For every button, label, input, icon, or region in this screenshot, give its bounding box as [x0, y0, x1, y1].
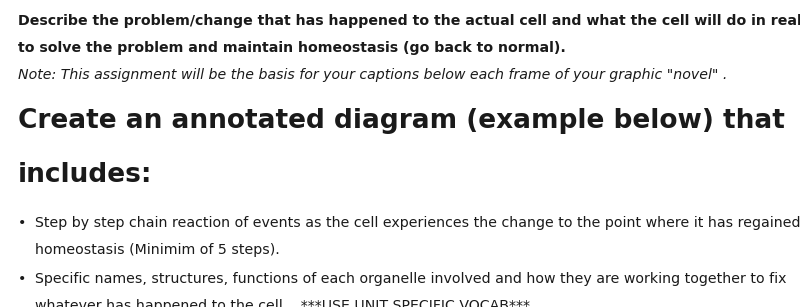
Text: to solve the problem and maintain homeostasis (go back to normal).: to solve the problem and maintain homeos…: [18, 41, 566, 56]
Text: whatever has happened to the cell.   ***USE UNIT SPECIFIC VOCAB***: whatever has happened to the cell. ***US…: [35, 299, 530, 307]
Text: includes:: includes:: [18, 162, 152, 188]
Text: •: •: [18, 272, 26, 286]
Text: Specific names, structures, functions of each organelle involved and how they ar: Specific names, structures, functions of…: [35, 272, 786, 286]
Text: homeostasis (Minimim of 5 steps).: homeostasis (Minimim of 5 steps).: [35, 243, 280, 257]
Text: Note: This assignment will be the basis for your captions below each frame of yo: Note: This assignment will be the basis …: [18, 68, 727, 83]
Text: Create an annotated diagram (example below) that: Create an annotated diagram (example bel…: [18, 108, 785, 134]
Text: Step by step chain reaction of events as the cell experiences the change to the : Step by step chain reaction of events as…: [35, 216, 800, 230]
Text: Describe the problem/change that has happened to the actual cell and what the ce: Describe the problem/change that has hap…: [18, 14, 800, 28]
Text: •: •: [18, 216, 26, 230]
